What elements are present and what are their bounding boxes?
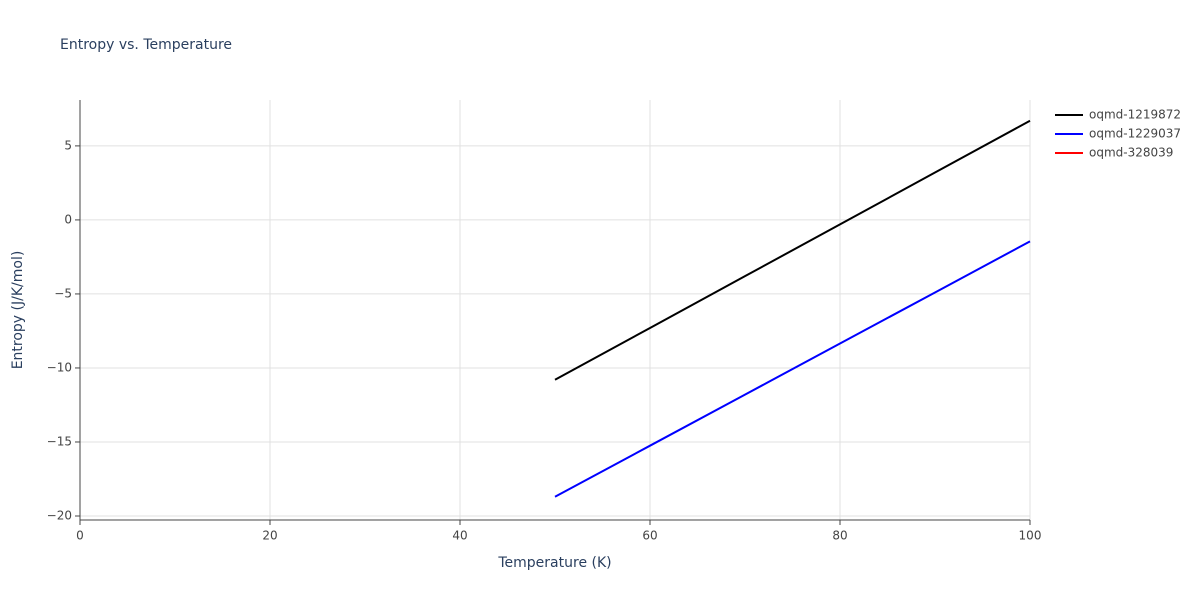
x-tick-label: 60	[642, 529, 657, 543]
y-tick-label: 0	[64, 212, 72, 226]
legend: oqmd-1219872 oqmd-1229037 oqmd-328039	[1055, 108, 1181, 160]
legend-label: oqmd-1229037	[1089, 127, 1181, 141]
y-tick-label: 5	[64, 138, 72, 152]
y-tick-label: −20	[47, 509, 72, 523]
y-tick-label: −5	[54, 286, 72, 300]
y-axis-label: Entropy (J/K/mol)	[10, 251, 26, 370]
x-tick-label: 80	[832, 529, 847, 543]
x-tick-label: 100	[1019, 529, 1042, 543]
plot-area	[554, 119, 1031, 498]
x-tick-label: 0	[76, 529, 84, 543]
y-tick-label: −15	[47, 434, 72, 448]
grid: 0 20 40 60 80 100 −20 −15 −10 −5 0 5	[47, 100, 1042, 543]
legend-label: oqmd-328039	[1089, 146, 1173, 160]
legend-label: oqmd-1219872	[1089, 108, 1181, 122]
series-line	[554, 119, 1031, 381]
y-tick-label: −10	[47, 360, 72, 374]
series-line	[554, 240, 1031, 498]
x-tick-label: 20	[262, 529, 277, 543]
chart-title: Entropy vs. Temperature	[60, 37, 232, 53]
x-axis-label: Temperature (K)	[497, 555, 611, 571]
x-tick-label: 40	[452, 529, 467, 543]
